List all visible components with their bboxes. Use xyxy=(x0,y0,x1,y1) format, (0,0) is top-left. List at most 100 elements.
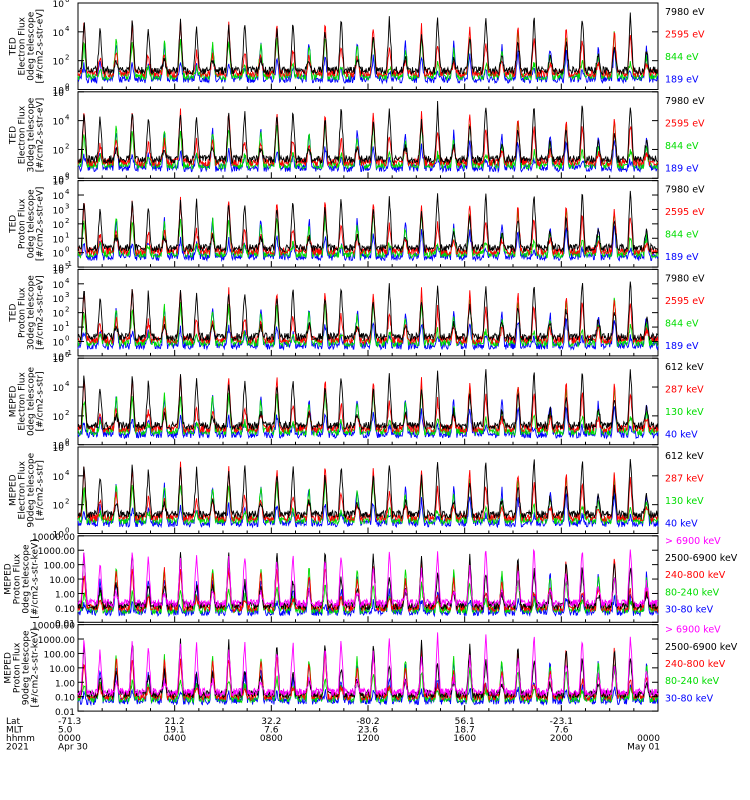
ytick-label: 0.10 xyxy=(55,694,75,704)
ytick-label: 10 xyxy=(53,310,65,320)
series-line xyxy=(77,369,659,432)
ytick-label: 10.00 xyxy=(49,665,75,675)
ytick-label: 10 xyxy=(53,502,65,512)
ytick-exponent: 0 xyxy=(65,83,69,91)
ytick-label: 10 xyxy=(53,178,65,188)
legend-entry: 189 eV xyxy=(665,163,699,174)
xtick-label: -80.2 xyxy=(356,717,379,727)
ytick-label: 10000.00 xyxy=(32,533,75,543)
x-row-label: MLT xyxy=(6,726,24,736)
series-line xyxy=(77,281,659,343)
legend: > 6900 keV 2500-6900 keV 240-800 keV 80-240… xyxy=(665,625,738,705)
series-line xyxy=(77,548,659,609)
ytick-exponent: 4 xyxy=(65,380,70,388)
legend-entry: 2595 eV xyxy=(665,118,705,129)
xtick-label: -71.3 xyxy=(58,717,81,727)
legend-entry: 30-80 keV xyxy=(665,693,714,704)
ytick-label: 10 xyxy=(53,324,65,334)
ytick-label: 10 xyxy=(53,444,65,454)
ytick-label: 0.01 xyxy=(55,708,75,718)
panel-7: 10000.00 1000.00 100.00 10.00 1.00 0.10 0.01 ME… xyxy=(4,533,738,630)
ytick-exponent: -1 xyxy=(65,260,72,268)
ytick-exponent: -1 xyxy=(65,349,72,357)
legend-entry: 2595 eV xyxy=(665,30,705,41)
x-row-label: hhmm xyxy=(6,734,35,744)
legend: 7980 eV 2595 eV 844 eV 189 eV xyxy=(665,185,705,264)
ytick-label: 1.00 xyxy=(55,679,75,689)
legend-entry: 7980 eV xyxy=(665,185,705,196)
y-axis-label: MEPEDProton Flux0deg telescope[#/cm2-s-s… xyxy=(4,539,41,618)
xtick-label: 19.1 xyxy=(165,726,185,736)
series-line xyxy=(77,632,659,698)
ytick-label: 10 xyxy=(53,281,65,291)
ytick-label: 1000.00 xyxy=(38,547,75,557)
ytick-exponent: 3 xyxy=(65,202,69,210)
legend-entry: 844 eV xyxy=(665,318,699,329)
legend: 7980 eV 2595 eV 844 eV 189 eV xyxy=(665,7,705,86)
ytick-label: 10 xyxy=(53,87,65,97)
xtick-label: 7.6 xyxy=(554,726,569,736)
legend-entry: 189 eV xyxy=(665,75,699,86)
ytick-label: 10 xyxy=(53,355,65,365)
ytick-exponent: 6 xyxy=(65,351,70,359)
ytick-exponent: 2 xyxy=(65,306,69,314)
ytick-label: 10 xyxy=(53,384,65,394)
series-line xyxy=(77,660,659,707)
ytick-label: 0.10 xyxy=(55,605,75,615)
ytick-exponent: 4 xyxy=(65,25,70,33)
legend-entry: 7980 eV xyxy=(665,273,705,284)
ytick-label: 100.00 xyxy=(44,562,76,572)
ytick-exponent: 4 xyxy=(65,114,70,122)
ytick-label: 10 xyxy=(53,531,65,541)
legend-entry: 130 keV xyxy=(665,496,704,507)
legend-entry: 189 eV xyxy=(665,252,699,263)
y-axis-label: TEDProton Flux30deg telescope[#/cm2-s-st… xyxy=(9,275,46,350)
series-line xyxy=(77,459,659,521)
series-line xyxy=(77,385,659,437)
legend: 612 keV 287 keV 130 keV 40 keV xyxy=(665,451,704,530)
xtick-label: 32.2 xyxy=(261,717,281,727)
legend-entry: 80-240 keV xyxy=(665,676,720,687)
ytick-label: 10 xyxy=(53,353,65,363)
series-line xyxy=(77,12,659,76)
xtick-label: 7.6 xyxy=(264,726,279,736)
legend-entry: 287 keV xyxy=(665,385,704,396)
ytick-exponent: 5 xyxy=(65,262,69,270)
xtick-label: 0800 xyxy=(260,734,283,744)
legend-entry: 2500-6900 keV xyxy=(665,642,738,653)
y-axis-label: TEDElectron Flux0deg telescope[#/cm2-s-s… xyxy=(9,9,46,84)
legend: 7980 eV 2595 eV 844 eV 189 eV xyxy=(665,273,705,352)
y-axis-label: MEPEDProton Flux90deg telescope[#/cm2-s-… xyxy=(4,628,41,707)
series-line xyxy=(77,208,659,260)
legend-entry: > 6900 keV xyxy=(665,536,721,547)
ytick-exponent: 0 xyxy=(65,334,69,342)
series-line xyxy=(77,647,659,702)
xtick-label: 0400 xyxy=(163,734,186,744)
ytick-exponent: 0 xyxy=(65,527,69,535)
ytick-label: 10 xyxy=(53,266,65,276)
ytick-label: 10 xyxy=(53,0,65,10)
legend-entry: 2595 eV xyxy=(665,207,705,218)
legend-entry: 7980 eV xyxy=(665,96,705,107)
legend-entry: 612 keV xyxy=(665,451,704,462)
legend-entry: 844 eV xyxy=(665,52,699,63)
legend-entry: > 6900 keV xyxy=(665,625,721,636)
ytick-label: 10 xyxy=(53,146,65,156)
y-axis-label: TEDElectron Flux30deg telescope[#/cm2-s-… xyxy=(9,97,46,172)
series-line xyxy=(77,474,659,526)
ytick-label: 1.00 xyxy=(55,590,75,600)
ytick-label: 100.00 xyxy=(44,650,76,660)
ytick-exponent: 5 xyxy=(65,174,69,182)
legend-entry: 40 keV xyxy=(665,430,698,441)
legend-entry: 240-800 keV xyxy=(665,570,726,581)
legend-entry: 2595 eV xyxy=(665,296,705,307)
ytick-label: 10 xyxy=(53,192,65,202)
xtick-label: 1200 xyxy=(357,734,380,744)
ytick-exponent: 0 xyxy=(65,171,69,179)
xtick-label: 56.1 xyxy=(455,717,475,727)
legend-entry: 189 eV xyxy=(665,341,699,352)
xtick-label: Apr 30 xyxy=(58,743,88,753)
